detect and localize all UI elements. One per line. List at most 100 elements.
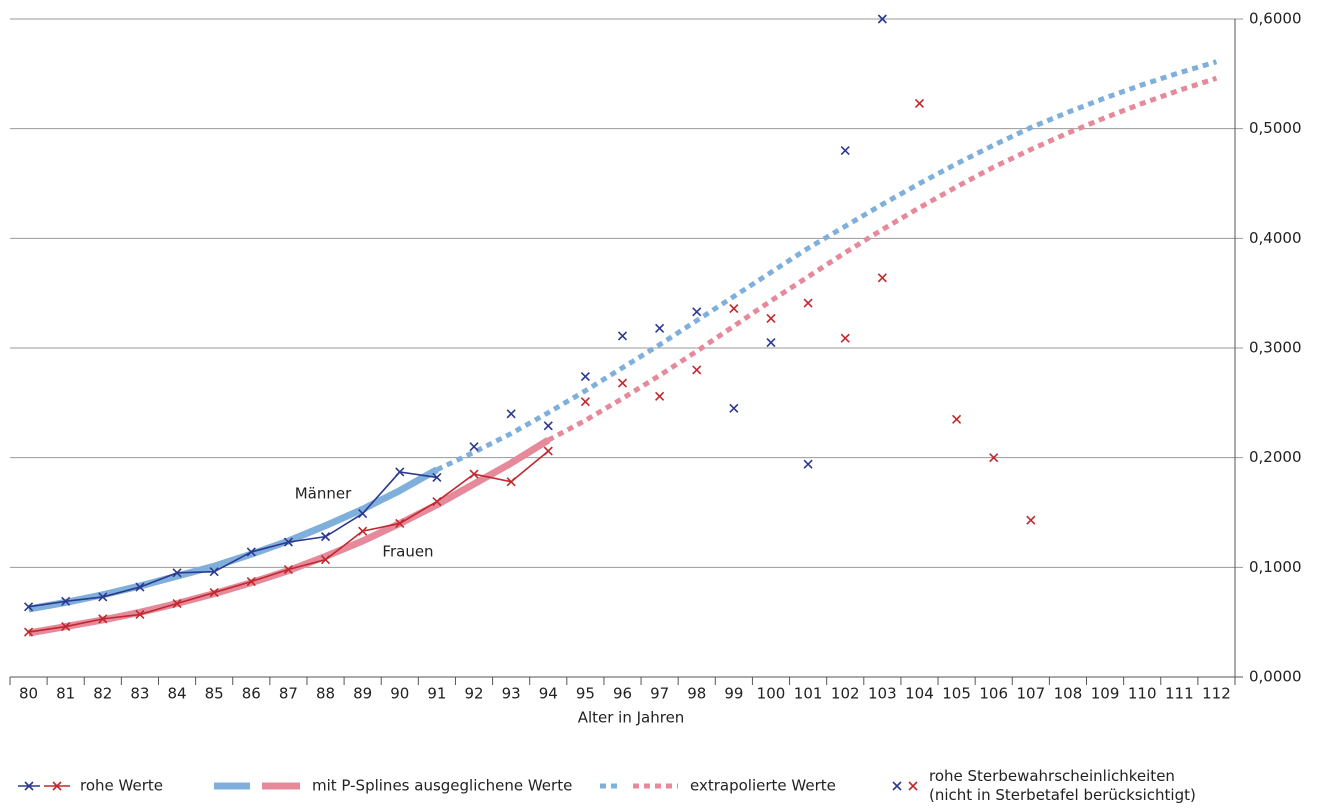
marker <box>803 298 813 308</box>
y-tick-label: 0,1000 <box>1249 558 1302 576</box>
legend-label: rohe Sterbewahrscheinlichkeiten <box>929 767 1175 785</box>
legend-swatch <box>24 781 34 791</box>
annotation: Männer <box>295 485 352 503</box>
marker <box>766 313 776 323</box>
x-tick-label: 105 <box>942 685 971 703</box>
marker <box>617 331 628 341</box>
marker <box>729 303 739 314</box>
y-tick-label: 0,5000 <box>1249 119 1302 137</box>
x-tick-label: 106 <box>979 685 1008 703</box>
marker <box>358 509 368 519</box>
x-tick-label: 80 <box>19 685 38 703</box>
marker <box>840 333 850 343</box>
y-tick-label: 0,6000 <box>1249 10 1302 28</box>
x-tick-label: 81 <box>56 685 75 703</box>
x-tick-label: 91 <box>427 685 446 703</box>
marker <box>729 403 739 413</box>
marker <box>320 555 331 565</box>
x-tick-label: 103 <box>868 685 897 703</box>
legend-label: mit P-Splines ausgeglichene Werte <box>312 777 572 795</box>
x-tick-label: 82 <box>93 685 112 703</box>
marker <box>432 496 442 507</box>
marker <box>98 614 108 624</box>
marker <box>358 526 368 536</box>
marker <box>61 596 71 606</box>
marker <box>877 273 887 283</box>
marker <box>61 621 71 632</box>
y-tick-label: 0,2000 <box>1249 448 1302 466</box>
marker <box>209 587 219 598</box>
marker <box>766 337 776 348</box>
annotation: Frauen <box>382 543 433 561</box>
marker <box>283 537 293 547</box>
x-tick-label: 111 <box>1165 685 1194 703</box>
x-tick-label: 88 <box>316 685 335 703</box>
x-tick-label: 112 <box>1202 685 1231 703</box>
x-tick-label: 98 <box>687 685 706 703</box>
x-tick-label: 99 <box>724 685 743 703</box>
marker <box>432 472 442 482</box>
spline-line <box>27 437 551 637</box>
marker <box>617 378 628 388</box>
x-tick-label: 101 <box>794 685 823 703</box>
x-tick-label: 84 <box>167 685 186 703</box>
marker <box>580 371 590 382</box>
y-tick-label: 0,0000 <box>1249 668 1302 686</box>
marker <box>172 568 182 578</box>
x-tick-label: 83 <box>130 685 149 703</box>
x-tick-label: 90 <box>390 685 409 703</box>
marker <box>209 567 219 577</box>
raw-line <box>28 471 438 608</box>
marker <box>23 627 34 637</box>
marker <box>23 602 34 612</box>
x-tick-label: 97 <box>650 685 669 703</box>
marker <box>1026 515 1036 525</box>
marker <box>135 609 145 620</box>
marker <box>914 98 925 109</box>
marker <box>543 446 553 456</box>
marker <box>395 467 405 477</box>
marker <box>283 564 293 575</box>
extrapolated-line <box>435 59 1218 472</box>
marker <box>320 532 331 542</box>
marker <box>506 409 516 419</box>
x-tick-label: 96 <box>613 685 632 703</box>
x-tick-label: 100 <box>757 685 786 703</box>
marker <box>877 14 887 24</box>
x-tick-label: 107 <box>1017 685 1046 703</box>
x-tick-label: 102 <box>831 685 860 703</box>
marker <box>98 592 108 602</box>
x-tick-label: 110 <box>1128 685 1157 703</box>
legend-swatch <box>892 781 902 791</box>
legend-swatch <box>908 781 918 791</box>
legend-swatch <box>52 781 62 791</box>
marker <box>655 323 665 333</box>
marker <box>655 391 665 401</box>
marker <box>135 582 145 592</box>
marker <box>246 547 256 557</box>
marker <box>543 421 553 431</box>
x-tick-label: 89 <box>353 685 372 703</box>
x-tick-label: 109 <box>1091 685 1120 703</box>
x-tick-label: 85 <box>205 685 224 703</box>
y-tick-label: 0,4000 <box>1249 229 1302 247</box>
marker <box>506 477 516 487</box>
marker <box>989 453 999 463</box>
x-tick-label: 108 <box>1054 685 1083 703</box>
marker <box>692 365 702 375</box>
x-tick-label: 95 <box>576 685 595 703</box>
legend-label: rohe Werte <box>80 777 163 795</box>
x-tick-label: 93 <box>502 685 521 703</box>
marker <box>246 577 256 587</box>
marker <box>952 414 962 424</box>
y-tick-label: 0,3000 <box>1249 339 1302 357</box>
extrapolated-line <box>547 75 1218 443</box>
x-tick-label: 104 <box>905 685 934 703</box>
marker <box>395 518 405 529</box>
x-tick-label: 94 <box>539 685 558 703</box>
marker <box>803 459 813 469</box>
marker <box>692 307 702 317</box>
marker <box>840 146 850 156</box>
marker <box>469 469 479 479</box>
